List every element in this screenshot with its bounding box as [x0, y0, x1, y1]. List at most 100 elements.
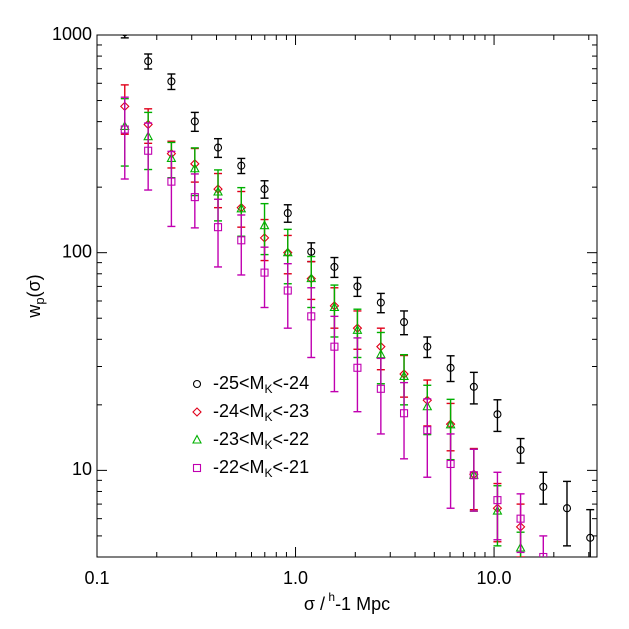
error-bar: [423, 336, 432, 359]
y-tick-label: 1000: [52, 24, 92, 44]
marker: [539, 482, 548, 491]
error-bar: [330, 315, 339, 393]
error-bar: [493, 399, 502, 433]
marker: [330, 342, 339, 351]
error-bar: [376, 292, 385, 314]
marker: [329, 301, 340, 312]
marker: [213, 143, 223, 152]
x-tick-label: 0.1: [84, 568, 109, 588]
marker: [190, 117, 199, 126]
error-bar: [516, 493, 525, 554]
marker: [399, 318, 409, 327]
error-bar: [423, 398, 432, 478]
marker: [423, 342, 432, 351]
x-axis-label: σ / h-1 Mpc: [304, 590, 390, 614]
error-bar: [190, 111, 199, 133]
marker: [376, 298, 385, 307]
marker: [282, 247, 293, 257]
marker: [399, 409, 409, 418]
error-bar: [446, 355, 455, 383]
error-bar: [167, 150, 176, 228]
marker: [283, 286, 292, 295]
marker: [167, 177, 176, 186]
marker: [167, 77, 176, 86]
error-bar: [144, 122, 153, 191]
error-bar: [562, 480, 571, 547]
error-bar: [260, 246, 269, 309]
marker: [144, 57, 153, 66]
error-bar: [237, 157, 246, 175]
legend-marker: [192, 463, 202, 473]
marker: [120, 125, 129, 134]
marker: [189, 163, 200, 173]
marker: [376, 384, 385, 393]
plot-frame: [96, 34, 598, 558]
marker: [144, 146, 153, 155]
error-bar: [493, 471, 502, 541]
error-bar: [516, 437, 525, 464]
marker: [516, 445, 525, 455]
marker: [260, 268, 269, 277]
error-bar: [446, 433, 455, 509]
y-tick-label: 100: [62, 241, 92, 261]
error-bar: [167, 73, 176, 91]
marker: [283, 209, 292, 218]
marker: [445, 419, 456, 429]
marker: [399, 370, 409, 381]
marker: [352, 324, 363, 334]
marker: [493, 410, 502, 419]
legend-marker: [192, 379, 202, 389]
error-bar: [586, 508, 595, 557]
error-bar: [539, 471, 548, 505]
y-axis-label: wp(σ): [24, 274, 48, 318]
legend-label: -23<MK<-22: [213, 429, 309, 452]
error-bar: [283, 204, 292, 223]
marker: [446, 459, 455, 469]
marker: [121, 35, 128, 37]
error-bar: [353, 276, 362, 298]
marker: [469, 382, 478, 391]
marker: [516, 514, 525, 523]
error-bar: [400, 381, 409, 460]
error-bar: [330, 256, 339, 279]
x-tick-label: 1.0: [283, 568, 308, 588]
error-bar: [214, 137, 223, 159]
legend-label: -22<MK<-21: [213, 457, 309, 480]
data-area: [119, 35, 595, 557]
error-bar: [376, 357, 385, 435]
error-bar: [214, 198, 223, 268]
error-bar: [469, 448, 478, 512]
marker: [446, 363, 455, 372]
error-bar: [283, 263, 292, 329]
legend-marker: [192, 434, 202, 444]
marker: [330, 262, 339, 271]
legend-marker: [192, 407, 202, 417]
error-bar: [539, 535, 548, 557]
error-bar: [237, 214, 246, 276]
marker: [307, 247, 316, 256]
marker: [353, 363, 362, 372]
marker: [307, 312, 316, 321]
marker: [259, 220, 270, 230]
marker: [539, 552, 548, 557]
error-bar: [307, 287, 316, 359]
marker: [237, 161, 246, 170]
error-bar: [144, 53, 153, 70]
marker: [237, 236, 246, 245]
error-bar: [260, 180, 269, 199]
marker: [562, 504, 572, 513]
marker: [236, 203, 247, 213]
marker: [423, 426, 432, 435]
error-bar: [400, 310, 409, 336]
y-tick-label: 10: [72, 459, 92, 479]
marker: [260, 185, 269, 194]
x-tick-label: 10.0: [477, 568, 512, 588]
marker: [469, 471, 478, 480]
error-bar: [120, 96, 129, 180]
marker: [306, 272, 317, 283]
marker: [190, 193, 199, 202]
legend-label: -24<MK<-23: [213, 401, 309, 424]
error-bar: [469, 371, 478, 405]
marker: [493, 496, 502, 505]
